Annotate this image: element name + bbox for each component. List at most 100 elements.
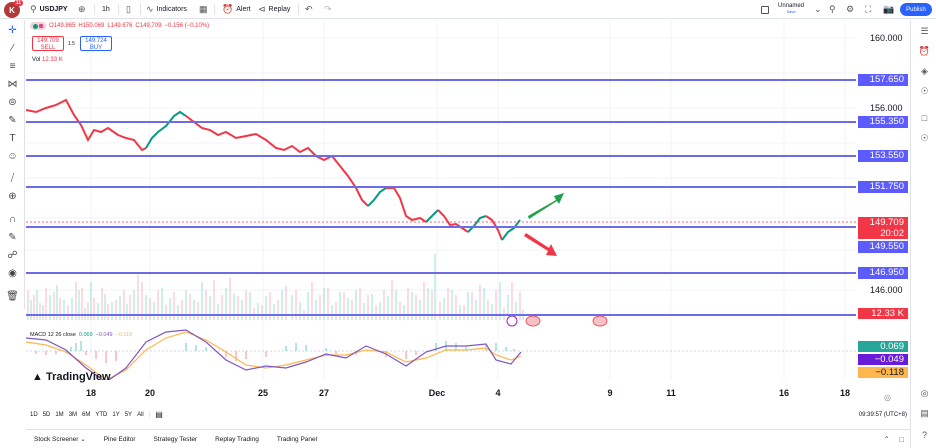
level-label[interactable]: 157.650 [858, 74, 908, 86]
redo-button[interactable]: ↷ [324, 3, 332, 16]
level-label[interactable]: 155.350 [858, 116, 908, 128]
interval-button[interactable]: 1h [102, 6, 110, 13]
trendline-icon[interactable]: ∕ [11, 43, 14, 54]
ohlc-legend: O149.865 H150.069 L149.676 C149.709 −0.1… [30, 22, 209, 30]
lightbulb-icon[interactable]: ☉ [920, 86, 929, 96]
magnet-icon[interactable]: ∩ [8, 214, 17, 225]
level-line[interactable] [26, 272, 856, 274]
macd-value-label: 0.069 [858, 341, 908, 352]
tab-trading-panel[interactable]: Trading Panel [276, 435, 318, 443]
level-line[interactable] [26, 186, 856, 188]
range-selector: 1D 5D 1M 3M 6M YTD 1Y 5Y All | ▤ [30, 410, 163, 419]
compare-button[interactable]: ⊕ [78, 3, 86, 16]
ruler-icon[interactable]: ⧸ [10, 173, 15, 184]
volume-label: 12.33 K [858, 308, 908, 319]
range-all[interactable]: All [137, 411, 144, 418]
calendar-icon[interactable]: ▤ [920, 408, 929, 418]
settings-button[interactable]: ⚙ [846, 3, 854, 16]
range-3m[interactable]: 3M [68, 411, 78, 418]
chart-type-button[interactable]: ▯ [126, 3, 131, 16]
symbol-search[interactable]: ⚲ USDJPY [30, 4, 68, 14]
level-label[interactable]: 149.550 [858, 241, 908, 253]
sell-button[interactable]: 149.709 SELL [32, 36, 64, 51]
crosshair-icon[interactable]: ✛ [8, 25, 17, 36]
replay-button[interactable]: ⊲ Replay [258, 4, 291, 14]
range-1d[interactable]: 1D [30, 411, 38, 418]
level-line[interactable] [26, 226, 856, 228]
plus-circle-icon: ⊕ [78, 4, 86, 14]
layout-dropdown[interactable]: ⌄ [814, 3, 822, 16]
quick-search-icon: ⚲ [829, 4, 836, 14]
camera-icon: 📷 [883, 4, 895, 14]
unlock-icon[interactable]: ☍ [7, 250, 18, 261]
fullscreen-icon: ⛶ [865, 4, 872, 14]
price-tick: 160.000 [870, 33, 903, 43]
level-line[interactable] [26, 121, 856, 123]
market-status-pill[interactable] [30, 22, 46, 30]
layers-icon[interactable]: ◈ [921, 66, 928, 76]
signal-lightbulb-icon[interactable]: ☉ [920, 133, 929, 143]
layout-checkbox[interactable] [761, 3, 769, 16]
snapshot-button[interactable]: 📷 [883, 3, 894, 16]
clock[interactable]: 09:39:57 (UTC+8) [858, 412, 907, 418]
layout-name-button[interactable]: Unnamed Save [778, 3, 805, 14]
tab-stock-screener[interactable]: Stock Screener ⌄ [34, 436, 86, 443]
target-icon[interactable]: ◎ [920, 388, 929, 398]
price-chart[interactable] [26, 20, 856, 380]
range-1m[interactable]: 1M [55, 411, 64, 418]
fullscreen-button[interactable]: ⛶ [865, 3, 871, 16]
gear-icon: ⚙ [846, 4, 855, 14]
range-5d[interactable]: 5D [42, 411, 51, 418]
tab-strategy-tester[interactable]: Strategy Tester [153, 435, 198, 443]
emoji-icon[interactable]: ☺ [7, 151, 18, 162]
range-ytd[interactable]: YTD [95, 411, 108, 418]
level-label[interactable]: 151.750 [858, 181, 908, 193]
collapse-panel-icon[interactable]: ⌃ [883, 434, 890, 444]
trash-icon[interactable]: 🗑 [6, 291, 19, 302]
hist-value-label: −0.118 [858, 367, 908, 378]
templates-button[interactable]: ▦ [199, 3, 208, 16]
fib-channel-icon[interactable]: ≡ [9, 61, 16, 72]
text-icon[interactable]: T [9, 133, 16, 144]
tab-replay-trading[interactable]: Replay Trading [215, 435, 259, 443]
quick-search-button[interactable]: ⚲ [829, 3, 836, 16]
range-6m[interactable]: 6M [82, 411, 91, 418]
time-axis[interactable]: 18 20 25 27 Dec 4 9 11 16 18 [85, 388, 851, 398]
tab-pine-editor[interactable]: Pine Editor [103, 435, 136, 443]
help-icon[interactable]: ? [921, 430, 927, 440]
level-label[interactable]: 153.550 [858, 150, 908, 162]
maximize-panel-icon[interactable]: □ [899, 434, 904, 444]
brush-icon[interactable]: ✎ [8, 115, 17, 126]
spread-value: 1.5 [68, 41, 75, 47]
volume-legend: Vol 12.33 K [32, 57, 63, 63]
drawing-toolbar: ✛ ∕ ≡ ⋈ ⊜ ✎ T ☺ ⧸ ⊕ ∩ ✎ ☍ ◉ 🗑 [0, 20, 25, 309]
publish-button[interactable]: Publish [900, 3, 932, 16]
undo-icon: ↶ [305, 4, 313, 14]
prediction-icon[interactable]: ⊜ [8, 97, 17, 108]
indicators-button[interactable]: ∿ Indicators [146, 4, 187, 14]
level-label[interactable]: 146.950 [858, 267, 908, 279]
user-avatar[interactable]: K 11 [4, 0, 23, 18]
lock-drawings-icon[interactable]: ✎ [8, 232, 17, 243]
goto-date-icon[interactable]: ▤ [155, 410, 163, 419]
chat-icon[interactable]: □ [921, 113, 928, 123]
alarm-icon: ⏰ [222, 4, 234, 14]
range-5y[interactable]: 5Y [124, 411, 133, 418]
range-1y[interactable]: 1Y [112, 411, 120, 418]
pattern-icon[interactable]: ⋈ [7, 79, 18, 90]
level-line[interactable] [26, 79, 856, 81]
indicators-icon: ∿ [146, 4, 154, 14]
alarm-clock-icon[interactable]: ⏰ [918, 46, 931, 56]
settings-icon[interactable]: ◎ [884, 393, 891, 402]
level-line[interactable] [26, 314, 856, 316]
alert-button[interactable]: ⏰ Alert [222, 4, 251, 14]
signal-value-label: −0.049 [858, 354, 908, 365]
price-tick: 146.000 [870, 285, 903, 295]
price-tick: 156.000 [870, 103, 903, 113]
eye-icon[interactable]: ◉ [8, 268, 17, 279]
watchlist-icon[interactable]: ☰ [920, 26, 929, 36]
undo-button[interactable]: ↶ [305, 3, 313, 16]
buy-button[interactable]: 149.724 BUY [80, 36, 112, 51]
level-line[interactable] [26, 155, 856, 157]
zoom-in-icon[interactable]: ⊕ [8, 191, 17, 202]
